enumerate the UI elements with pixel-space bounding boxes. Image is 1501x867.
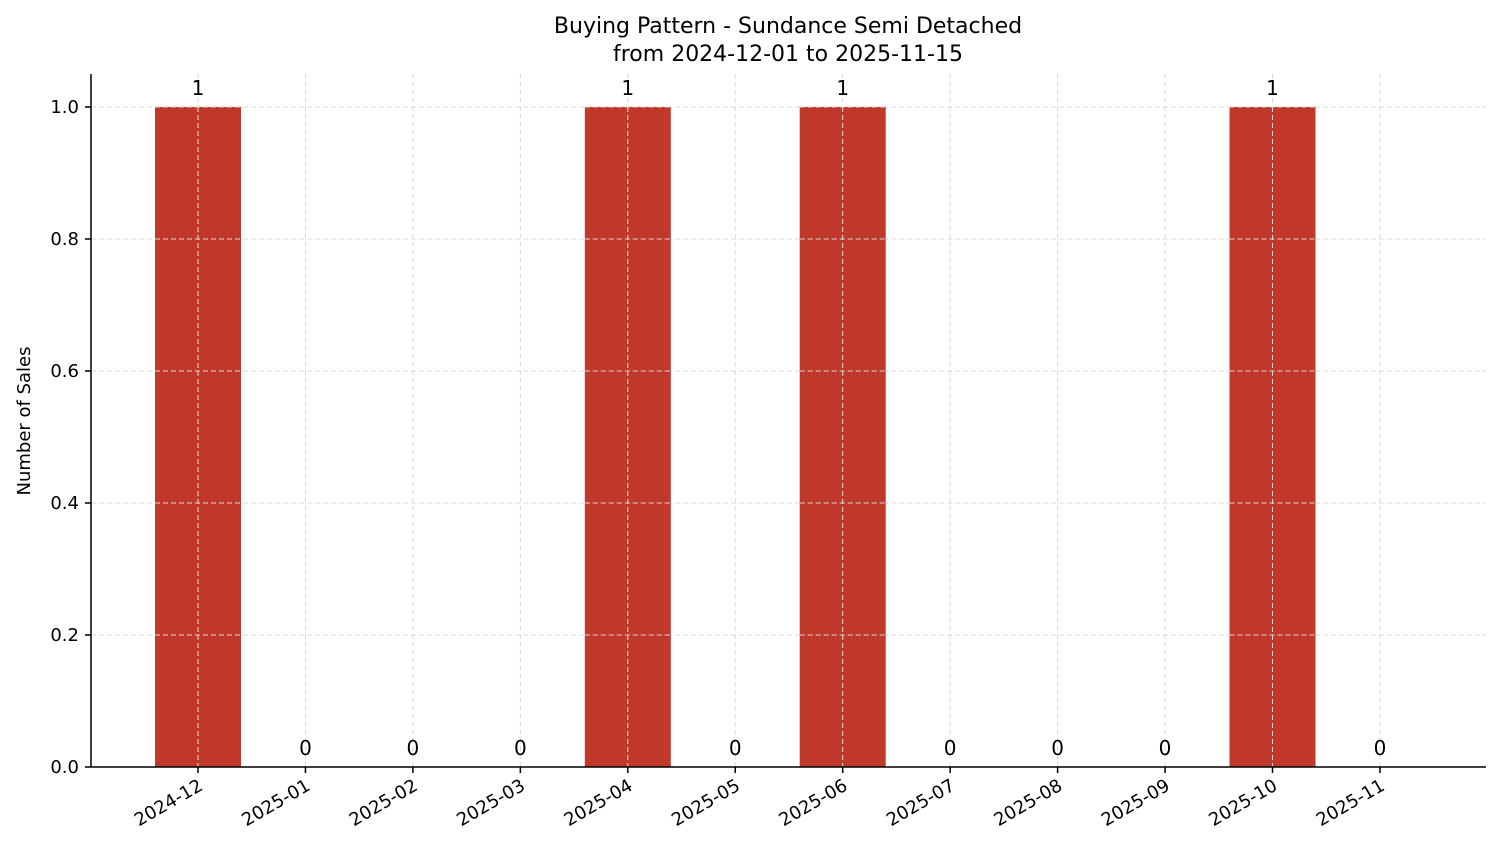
axes-layer <box>85 74 1486 773</box>
x-tick-label: 2025-06 <box>776 775 852 831</box>
x-tick-label: 2025-09 <box>1098 775 1174 831</box>
bar-value-label: 1 <box>192 76 205 100</box>
chart-subtitle: from 2024-12-01 to 2025-11-15 <box>613 42 963 67</box>
bar-value-label: 0 <box>514 736 527 760</box>
x-tick-label: 2025-10 <box>1205 775 1281 831</box>
x-tick-label: 2025-02 <box>346 775 422 831</box>
bar-value-label: 1 <box>1266 76 1279 100</box>
x-tick-label: 2025-03 <box>453 775 529 831</box>
bar-value-label: 1 <box>836 76 849 100</box>
y-tick-label: 0.6 <box>50 361 79 382</box>
y-tick-label: 0.8 <box>50 229 79 250</box>
y-tick-label: 1.0 <box>50 97 79 118</box>
bar-value-label: 0 <box>1159 736 1172 760</box>
bar-value-label: 0 <box>944 736 957 760</box>
bar-value-label: 1 <box>621 76 634 100</box>
chart-title: Buying Pattern - Sundance Semi Detached <box>554 14 1022 39</box>
y-tick-label: 0.4 <box>50 493 79 514</box>
x-tick-label: 2025-01 <box>238 775 314 831</box>
y-tick-label: 0.0 <box>50 757 79 778</box>
y-tick-label: 0.2 <box>50 625 79 646</box>
x-tick-label: 2024-12 <box>131 775 207 831</box>
x-tick-label: 2025-05 <box>668 775 744 831</box>
y-axis-label: Number of Sales <box>14 346 35 495</box>
bar-value-label: 0 <box>299 736 312 760</box>
x-tick-label: 2025-04 <box>561 775 637 831</box>
x-tick-label: 2025-11 <box>1313 775 1389 831</box>
x-tick-label: 2025-07 <box>883 775 959 831</box>
bar-value-label: 0 <box>407 736 420 760</box>
labels-layer: 0.0 0.2 0.4 0.6 0.8 1.0 1 0 0 0 1 0 1 0 0 0 1 0 2024-12 202… <box>50 76 1388 831</box>
bar-value-label: 0 <box>1051 736 1064 760</box>
bar-value-label: 0 <box>1374 736 1387 760</box>
bar-value-label: 0 <box>729 736 742 760</box>
x-tick-label: 2025-08 <box>990 775 1066 831</box>
bars-layer <box>155 106 1316 767</box>
